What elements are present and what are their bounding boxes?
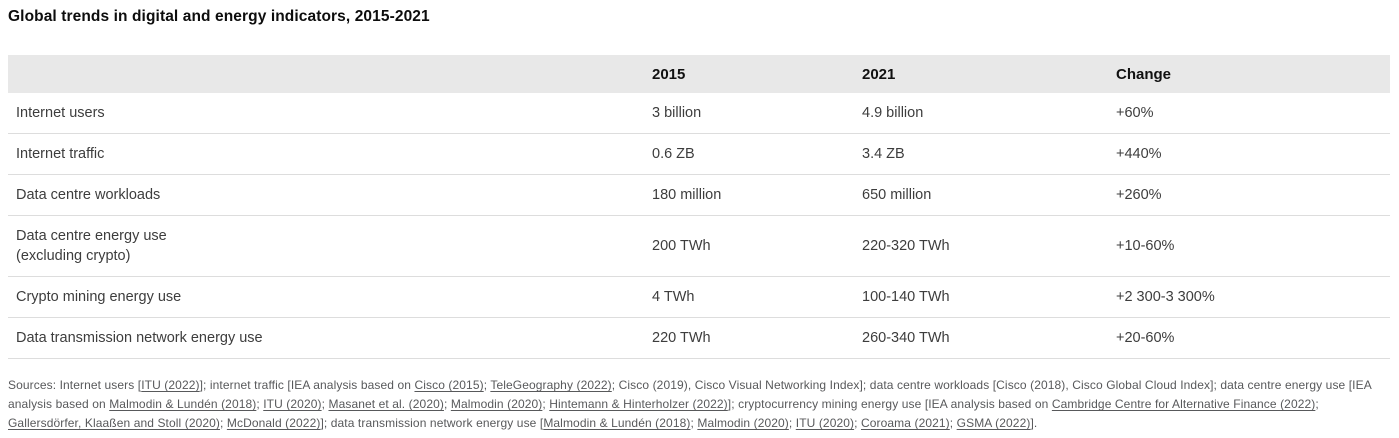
source-link[interactable]: TeleGeography (2022) — [490, 378, 612, 392]
sources-text: ]. — [1030, 416, 1038, 430]
table-row: Crypto mining energy use 4 TWh 100-140 TWh… — [8, 277, 1390, 318]
sources-text: ; — [321, 397, 329, 411]
source-link[interactable]: McDonald (2022) — [226, 416, 321, 430]
value-change: +2 300-3 300% — [1116, 289, 1215, 305]
value-2021: 260-340 TWh — [862, 330, 950, 346]
sources-text: ; — [483, 378, 491, 392]
table-row: Data centre energy use (excluding crypto… — [8, 216, 1390, 277]
row-label: Internet traffic — [16, 146, 105, 162]
sources-text: ; — [220, 416, 227, 430]
source-link[interactable]: GSMA (2022) — [956, 416, 1031, 430]
sources-text: ; — [256, 397, 264, 411]
source-link[interactable]: Hintemann & Hinterholzer (2022) — [549, 397, 728, 411]
table-row: Data centre workloads 180 million 650 mill… — [8, 175, 1390, 216]
source-link[interactable]: Malmodin & Lundén (2018) — [109, 397, 257, 411]
value-2021: 650 million — [862, 187, 932, 203]
value-2015: 4 TWh — [652, 289, 695, 305]
row-label: Data centre workloads — [16, 187, 161, 203]
value-2021: 3.4 ZB — [862, 146, 905, 162]
source-link[interactable]: ITU (2020) — [263, 397, 322, 411]
sources-text: ; — [854, 416, 861, 430]
sources-text: ; — [690, 416, 698, 430]
row-label: Internet users — [16, 105, 105, 121]
source-link[interactable]: Masanet et al. (2020) — [328, 397, 444, 411]
value-2015: 200 TWh — [652, 238, 711, 254]
sources-text: ; — [443, 397, 451, 411]
source-link[interactable]: Malmodin (2020) — [450, 397, 543, 411]
table-row: Internet users 3 billion 4.9 billion +60% — [8, 93, 1390, 134]
row-label: Crypto mining energy use — [16, 289, 182, 305]
source-link[interactable]: Malmodin & Lundén (2018) — [543, 416, 691, 430]
value-2015: 3 billion — [652, 105, 702, 121]
sources-text: ; — [788, 416, 796, 430]
sources-text: ]; data transmission network energy use … — [320, 416, 544, 430]
value-change: +60% — [1116, 105, 1154, 121]
sources-footnote: Sources: Internet users [ITU (2022)]; in… — [8, 376, 1390, 433]
source-link[interactable]: ITU (2022) — [141, 378, 200, 392]
sources-text: Sources: Internet users [ — [8, 378, 142, 392]
value-2021: 100-140 TWh — [862, 289, 950, 305]
row-label: Data transmission network energy use — [16, 330, 263, 346]
value-change: +260% — [1116, 187, 1162, 203]
sources-text: ; — [1315, 397, 1319, 411]
header-cell-2015: 2015 — [652, 65, 686, 83]
source-link[interactable]: Cisco (2015) — [414, 378, 484, 392]
source-link[interactable]: Malmodin (2020) — [697, 416, 789, 430]
sources-text: ]; cryptocurrency mining energy use [IEA… — [727, 397, 1052, 411]
value-change: +10-60% — [1116, 238, 1175, 254]
value-change: +440% — [1116, 146, 1162, 162]
row-label: Data centre energy use (excluding crypto… — [16, 228, 167, 264]
source-link[interactable]: Coroama (2021) — [861, 416, 950, 430]
value-2021: 4.9 billion — [862, 105, 924, 121]
value-2015: 220 TWh — [652, 330, 711, 346]
page-title: Global trends in digital and energy indi… — [8, 8, 430, 25]
sources-text: ; — [542, 397, 550, 411]
table-row: Internet traffic 0.6 ZB 3.4 ZB +440% — [8, 134, 1390, 175]
table-header-row: 2015 2021 Change — [8, 55, 1390, 93]
value-2015: 180 million — [652, 187, 722, 203]
value-2021: 220-320 TWh — [862, 238, 950, 254]
source-link[interactable]: ITU (2020) — [795, 416, 855, 430]
source-link[interactable]: Gallersdörfer, Klaaßen and Stoll (2020) — [8, 416, 221, 430]
table-row: Data transmission network energy use 220 … — [8, 318, 1390, 359]
sources-text: ]; internet traffic [IEA analysis based … — [199, 378, 415, 392]
value-change: +20-60% — [1116, 330, 1175, 346]
sources-text: ; Cisco (2019), Cisco Visual Networking … — [8, 378, 1372, 411]
table-body: Internet users 3 billion 4.9 billion +60% In… — [8, 93, 1390, 359]
source-link[interactable]: Cambridge Centre for Alternative Finance… — [1051, 397, 1316, 411]
sources-text: ; — [949, 416, 957, 430]
indicators-table: 2015 2021 Change Internet users 3 billion… — [8, 55, 1390, 359]
header-cell-change: Change — [1116, 65, 1172, 83]
header-cell-2021: 2021 — [862, 65, 896, 83]
value-2015: 0.6 ZB — [652, 146, 695, 162]
